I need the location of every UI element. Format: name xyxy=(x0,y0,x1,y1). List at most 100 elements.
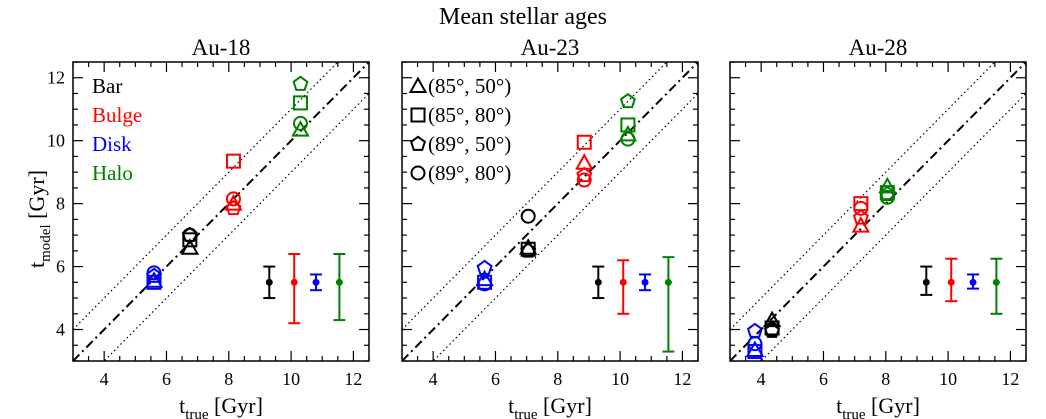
x-tick-label: 12 xyxy=(344,369,362,389)
data-point-bulge-circle xyxy=(576,172,592,188)
x-tick-label: 10 xyxy=(611,369,629,389)
data-point-disk-pentagon xyxy=(476,259,493,275)
data-point-bar-square xyxy=(182,232,198,248)
one-to-one-line xyxy=(73,62,369,361)
panel-au28: Au-28 xyxy=(849,35,908,60)
x-tick-label: 12 xyxy=(1001,369,1019,389)
data-point-halo-circle xyxy=(620,131,636,147)
y-tick-label: 4 xyxy=(56,320,65,340)
one-to-one-line xyxy=(402,62,698,361)
panel-lines xyxy=(730,62,1026,361)
x-tick-label: 12 xyxy=(673,369,691,389)
legend-view-label: (85°, 50°) xyxy=(428,74,511,98)
data-point-halo-square xyxy=(292,95,308,111)
error-bar-disk-center xyxy=(312,278,320,286)
y-tick-label: 6 xyxy=(56,257,65,277)
data-point-bar-circle xyxy=(182,227,198,243)
x-tick-label: 8 xyxy=(553,369,562,389)
error-bar-bar-center xyxy=(594,278,602,286)
data-point-bar-pentagon xyxy=(520,242,537,258)
data-point-bulge-pentagon xyxy=(225,199,242,216)
data-point-halo-pentagon xyxy=(619,92,636,109)
panel-au23: Au-23 xyxy=(521,35,580,60)
legend-view-label: (85°, 80°) xyxy=(428,103,511,127)
data-point-disk-square xyxy=(747,344,763,360)
data-point-bulge-square xyxy=(576,134,592,150)
x-tick-label: 4 xyxy=(757,369,766,389)
data-point-bulge-triangle xyxy=(851,216,871,233)
panel-lines xyxy=(402,62,698,361)
x-tick-label: 6 xyxy=(819,369,828,389)
legend-item-disk: Disk xyxy=(92,132,132,156)
x-tick-label: 6 xyxy=(162,369,171,389)
figure-suptitle: Mean stellar ages xyxy=(439,4,607,30)
data-point-disk-circle xyxy=(747,336,763,352)
legend-marker-pentagon xyxy=(409,135,427,151)
x-tick-label: 4 xyxy=(100,369,109,389)
error-bar-disk-center xyxy=(641,278,649,286)
y-axis-label: tmodel [Gyr] xyxy=(24,170,54,268)
y-tick-label: 10 xyxy=(47,131,65,151)
x-axis-label: ttrue [Gyr] xyxy=(508,393,592,419)
data-point-halo-square xyxy=(620,117,636,133)
data-point-bulge-pentagon xyxy=(852,209,869,225)
panel-title: Au-18 xyxy=(192,35,251,60)
x-axis-label: ttrue [Gyr] xyxy=(179,393,263,419)
legend-item-bar: Bar xyxy=(92,74,122,98)
data-point-halo-pentagon xyxy=(879,185,896,202)
data-point-bulge-circle xyxy=(853,200,869,216)
one-to-one-line xyxy=(730,62,1026,361)
axes-frame xyxy=(729,61,1027,362)
legend-marker-triangle xyxy=(408,76,428,93)
data-point-bar-triangle xyxy=(762,310,782,328)
x-tick-label: 6 xyxy=(491,369,500,389)
legend-item-bulge: Bulge xyxy=(92,103,142,127)
axes-frame xyxy=(401,61,699,362)
panel-lines xyxy=(73,62,369,361)
data-point-halo-circle xyxy=(879,189,895,205)
panel-title: Au-28 xyxy=(849,35,908,60)
data-point-disk-triangle xyxy=(144,271,164,288)
data-point-bulge-triangle xyxy=(575,153,594,170)
data-point-bulge-circle xyxy=(225,191,241,207)
data-point-halo-circle xyxy=(292,115,308,131)
data-point-bulge-pentagon xyxy=(576,166,593,183)
error-bar-bulge-center xyxy=(619,278,627,286)
lower-offset-line xyxy=(760,93,1026,361)
data-point-bulge-square xyxy=(225,153,241,169)
error-bar-bulge-center xyxy=(947,278,955,286)
plot-layer: 4 6 8 10 12 4 6 8 10 12 4 6 8 10 12 4 6 8 10 12 xyxy=(47,61,1027,389)
data-point-bar-circle xyxy=(764,322,780,338)
legend-marker-circle xyxy=(410,165,426,181)
legend-marker-square xyxy=(410,107,426,123)
error-bar-bar-center xyxy=(922,278,930,286)
error-bar-disk-center xyxy=(969,278,977,286)
legend-view-label: (89°, 80°) xyxy=(428,161,511,185)
data-point-disk-circle xyxy=(146,265,162,281)
panel-title: Au-23 xyxy=(521,35,580,60)
y-tick-label: 8 xyxy=(56,194,65,214)
error-bar-halo-center xyxy=(664,278,672,286)
x-tick-label: 4 xyxy=(429,369,438,389)
legend-components: Bar Bulge Disk Halo xyxy=(92,74,142,185)
error-bar-bar-center xyxy=(265,278,273,286)
axes-frame xyxy=(72,61,370,362)
legend-view-markers xyxy=(408,76,428,181)
x-tick-label: 10 xyxy=(939,369,957,389)
x-tick-label: 8 xyxy=(224,369,233,389)
x-tick-label: 8 xyxy=(881,369,890,389)
error-bar-halo-center xyxy=(992,278,1000,286)
legend-views: (85°, 50°) (85°, 80°) (89°, 50°) (89°, 8… xyxy=(408,74,511,185)
upper-offset-line xyxy=(730,62,996,330)
legend-item-halo: Halo xyxy=(92,161,133,185)
panel-au18: Au-18 xyxy=(192,35,251,60)
legend-view-label: (89°, 50°) xyxy=(428,132,511,156)
data-point-halo-pentagon xyxy=(292,75,309,91)
y-tick-label: 12 xyxy=(47,68,65,88)
x-axis-label: ttrue [Gyr] xyxy=(836,393,920,419)
data-point-disk-square xyxy=(146,274,162,290)
error-bar-halo-center xyxy=(335,278,343,286)
x-tick-label: 10 xyxy=(282,369,300,389)
data-point-bar-circle xyxy=(520,208,536,224)
